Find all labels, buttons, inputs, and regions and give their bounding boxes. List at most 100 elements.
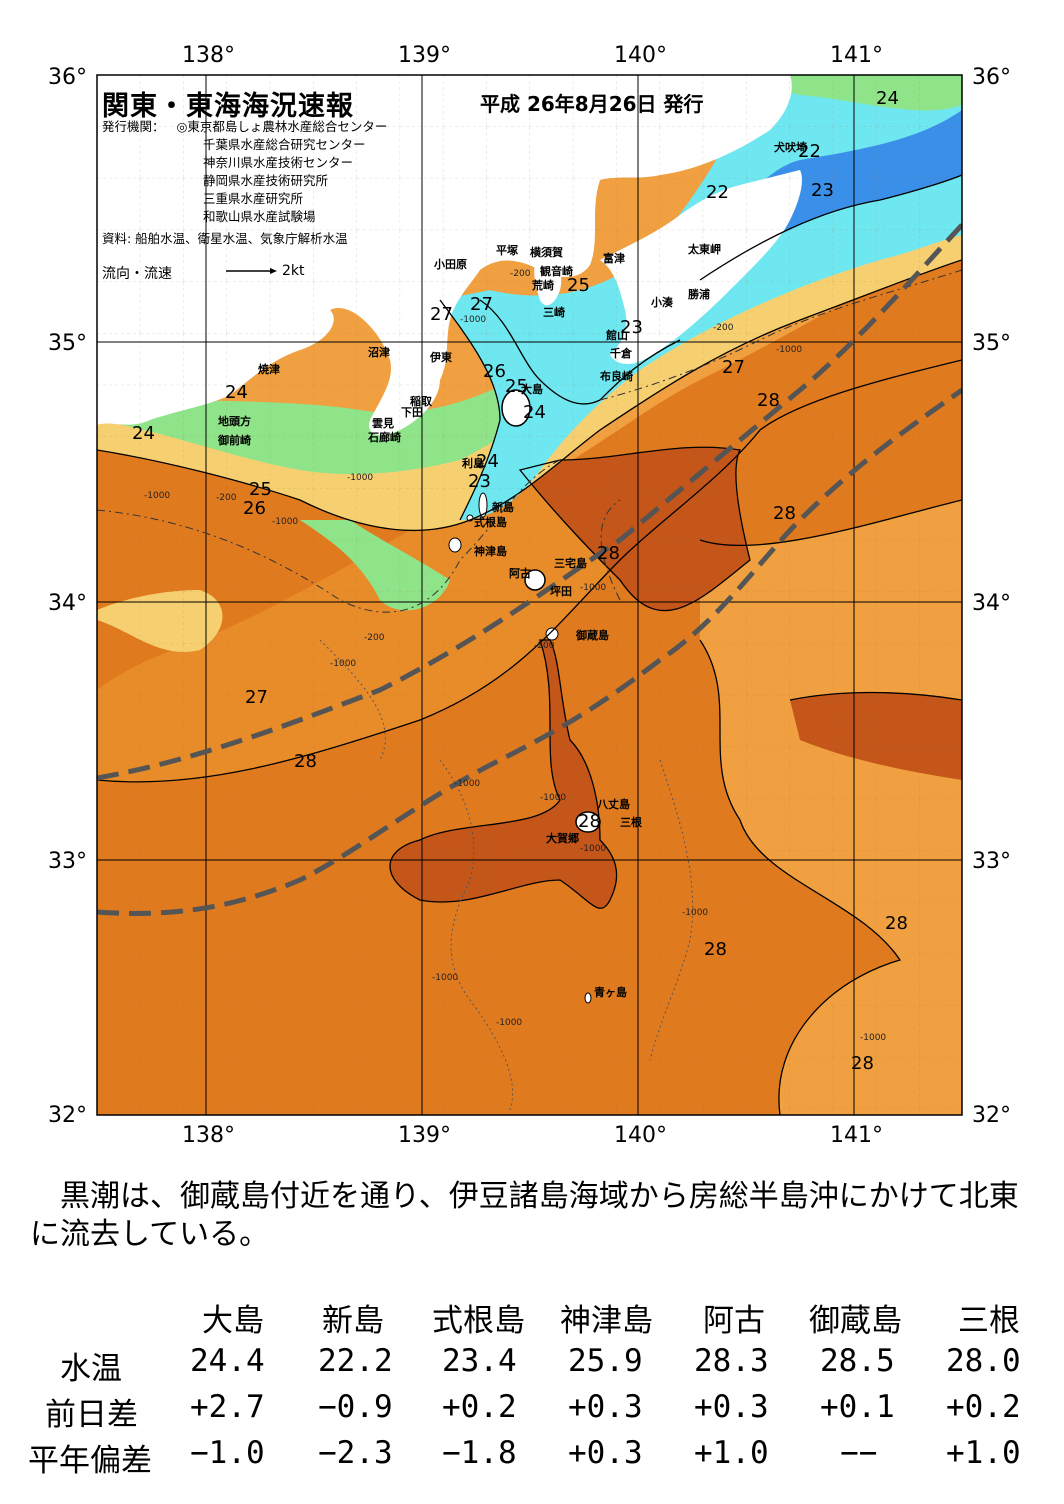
place-label: 稲取 [410, 394, 432, 408]
col-header: 阿古 [703, 1303, 765, 1339]
isotherm-label: 28 [578, 811, 601, 832]
issuer-list: 発行機関： ◎東京都島しょ農林水産総合センター 千葉県水産総合研究センター 神奈… [102, 118, 387, 226]
map-frame [96, 74, 963, 1116]
kuroshio-axis-north [97, 223, 962, 781]
table-cell: 28.0 [946, 1343, 1021, 1379]
lat-tick-label: 33° [972, 849, 1011, 874]
isobath-label: -200 [534, 641, 555, 651]
lat-tick-label: 35° [48, 331, 87, 356]
isotherm-label: 28 [773, 503, 796, 524]
place-label: 三崎 [543, 305, 565, 319]
place-label: 伊東 [429, 350, 453, 364]
isotherm-label: 25 [567, 275, 590, 296]
isotherm-label: 25 [505, 376, 528, 397]
lat-tick-label: 34° [972, 591, 1011, 616]
issuer-item: ◎東京都島しょ農林水産総合センター [176, 119, 388, 134]
table-cell: +0.3 [694, 1389, 769, 1425]
place-label: 荒崎 [531, 278, 554, 292]
flow-legend: 流向・流速 2kt [102, 263, 305, 283]
isobath-labels: -200 -200 -1000 -1000 -200 -1000 -1000 -… [144, 269, 886, 1043]
lon-ticks-top: 138° 139° 140° 141° [182, 43, 883, 68]
lat-tick-label: 35° [972, 331, 1011, 356]
isotherm-label: 27 [430, 304, 453, 325]
lat-tick-label: 36° [48, 65, 87, 90]
col-header: 御蔵島 [809, 1303, 902, 1339]
table-cell: 24.4 [190, 1343, 265, 1379]
isobath-label: -1000 [540, 793, 566, 803]
isobath-label: -1000 [776, 345, 802, 355]
isotherm-label: 27 [470, 294, 493, 315]
isotherm-label: 28 [757, 390, 780, 411]
row-label: 平年偏差 [28, 1443, 152, 1479]
isotherm-label: 24 [225, 382, 248, 403]
data-sources: 資料: 船舶水温、衛星水温、気象庁解析水温 [102, 231, 348, 246]
place-label: 三根 [620, 815, 643, 829]
isobath-label: -1000 [860, 1033, 886, 1043]
minor-grid [97, 75, 962, 1115]
col-header: 新島 [322, 1303, 384, 1339]
isobath-label: -1000 [330, 659, 356, 669]
isobath-label: -1000 [682, 908, 708, 918]
row-label: 水温 [60, 1351, 122, 1387]
place-label: 太東岬 [687, 242, 721, 256]
isobath-label: -1000 [347, 473, 373, 483]
place-labels: 小田原 平塚 横須賀 観音崎 富津 荒崎 三崎 館山 千倉 布良崎 小湊 勝浦 … [217, 140, 807, 999]
place-label: 富津 [603, 251, 625, 265]
lat-tick-label: 32° [972, 1103, 1011, 1128]
table-cell: +1.0 [694, 1435, 769, 1471]
isotherm-label: 28 [851, 1053, 874, 1074]
place-label: 三宅島 [554, 556, 587, 570]
lon-ticks-bottom: 138° 139° 140° 141° [182, 1123, 883, 1148]
col-header: 三根 [958, 1303, 1020, 1339]
place-label: 大島 [521, 382, 543, 396]
place-label: 下田 [401, 406, 423, 419]
isobath-label: -1000 [432, 973, 458, 983]
place-label: 犬吠埼 [774, 140, 807, 154]
place-label: 青ヶ島 [594, 985, 627, 999]
sea-temperature-map: 138° 139° 140° 141° 138° 139° 140° 141° … [48, 43, 1011, 1148]
place-label: 神津島 [474, 544, 507, 558]
isobath-label: -1000 [454, 779, 480, 789]
lon-tick-label: 139° [398, 43, 451, 68]
place-label: 大賀郷 [546, 831, 579, 845]
place-label: 新島 [492, 500, 514, 514]
table-cell: 25.9 [568, 1343, 643, 1379]
isotherm-label: 23 [811, 180, 834, 201]
isotherm-label: 22 [798, 141, 821, 162]
table-cell: +0.2 [946, 1389, 1021, 1425]
lat-tick-label: 33° [48, 849, 87, 874]
table-cell: −1.0 [190, 1435, 265, 1471]
isobath-label: -1000 [580, 583, 606, 593]
issuer-heading: 発行機関： [102, 119, 165, 134]
lon-tick-label: 141° [830, 1123, 883, 1148]
table-cell: +1.0 [946, 1435, 1021, 1471]
table-cell: +0.1 [820, 1389, 895, 1425]
place-label: 坪田 [550, 585, 572, 598]
lon-tick-label: 140° [614, 1123, 667, 1148]
table-cell: +0.2 [442, 1389, 517, 1425]
isobath-label: -1000 [272, 517, 298, 527]
place-label: 阿古 [509, 566, 531, 580]
lat-tick-label: 36° [972, 65, 1011, 90]
isobath-label: -200 [216, 493, 237, 503]
isobath-label: -1000 [580, 844, 606, 854]
isotherm-label: 28 [704, 939, 727, 960]
place-label: 八丈島 [596, 797, 630, 811]
place-label: 雲見 [372, 417, 394, 430]
row-label: 前日差 [45, 1397, 138, 1433]
isotherm-lines [97, 174, 962, 1115]
lon-tick-label: 138° [182, 1123, 235, 1148]
depth-dotted-lines [319, 639, 694, 1111]
issuer-row: 発行機関： ◎東京都島しょ農林水産総合センター [102, 118, 387, 136]
lon-tick-label: 138° [182, 43, 235, 68]
lon-tick-label: 141° [830, 43, 883, 68]
place-label: 沼津 [368, 345, 390, 359]
table-cell: 23.4 [442, 1343, 517, 1379]
table-cell: −0.9 [318, 1389, 393, 1425]
isotherm-labels: 24 22 22 23 27 27 25 23 26 25 24 24 27 2… [132, 88, 908, 1074]
place-label: 御蔵島 [575, 628, 609, 642]
isobath-label: -200 [510, 269, 531, 279]
issuer-item: 三重県水産研究所 [203, 191, 304, 206]
isotherm-label: 26 [243, 498, 266, 519]
table-cell: 22.2 [318, 1343, 393, 1379]
